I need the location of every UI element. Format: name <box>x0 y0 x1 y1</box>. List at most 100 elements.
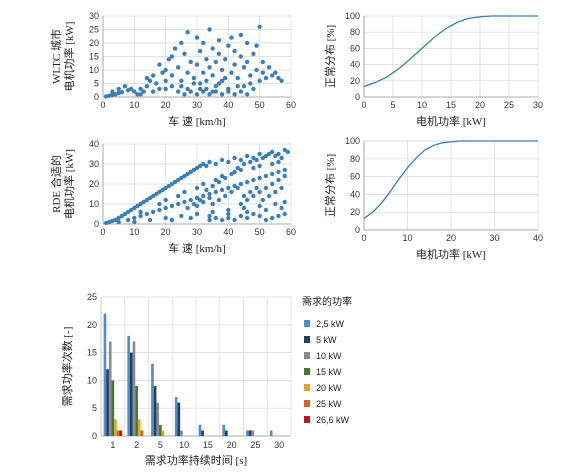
scatter-point <box>150 209 156 215</box>
scatter-point <box>263 207 269 213</box>
scatter-point <box>226 185 231 191</box>
scatter-point <box>147 78 153 84</box>
series-line <box>363 15 538 88</box>
scatter-point <box>244 179 250 185</box>
scatter-point <box>163 67 168 73</box>
scatter-point <box>197 48 203 54</box>
scatter-point <box>129 207 134 213</box>
x-tick-label: 10 <box>129 227 139 237</box>
scatter-point <box>213 161 218 167</box>
scatter-point <box>213 189 218 195</box>
bar <box>103 313 107 436</box>
bar <box>119 430 123 436</box>
scatter-point <box>188 215 193 221</box>
scatter-point <box>260 59 265 65</box>
scatter-point <box>257 203 262 209</box>
scatter-point <box>169 181 175 187</box>
scatter-point <box>132 89 137 94</box>
scatter-point <box>251 51 256 56</box>
x-tick-label: 10 <box>402 233 412 243</box>
legend-swatch <box>304 336 310 343</box>
scatter-point <box>204 187 209 193</box>
scatter-point <box>219 92 225 97</box>
x-tick-label: 50 <box>255 227 265 237</box>
scatter-point <box>207 191 212 197</box>
scatter-point <box>282 173 287 179</box>
scatter-point <box>282 211 287 217</box>
scatter-point <box>257 151 262 157</box>
scatter-point <box>201 199 206 205</box>
scatter-point <box>179 175 184 181</box>
scatter-point <box>266 193 272 199</box>
scatter-point <box>169 203 175 209</box>
scatter-point <box>188 197 193 203</box>
scatter-point <box>244 197 250 203</box>
scatter-point <box>232 217 237 223</box>
scatter-point <box>254 43 259 48</box>
scatter-point <box>169 84 175 89</box>
scatter-point <box>216 197 222 203</box>
y-tick-label: 10 <box>89 65 99 75</box>
scatter-point <box>263 217 269 223</box>
x-axis-label: 电机功率 [kW] <box>416 114 486 128</box>
scatter-point <box>138 86 143 92</box>
scatter-point <box>232 92 237 97</box>
scatter-point <box>194 35 200 40</box>
scatter-point <box>163 78 168 84</box>
scatter-point <box>141 199 146 205</box>
legend-title: 需求的功率 <box>302 295 352 308</box>
scatter-point <box>191 201 197 207</box>
scatter-point <box>232 183 237 189</box>
scatter-point <box>119 213 125 219</box>
scatter-point <box>204 86 209 92</box>
scatter-point <box>219 187 225 193</box>
scatter-point <box>213 84 218 89</box>
y-tick-label: 60 <box>350 43 360 53</box>
scatter-point <box>179 78 184 84</box>
scatter-point <box>270 149 275 155</box>
scatter-point <box>251 86 256 92</box>
scatter-point <box>210 73 215 78</box>
scatter-point <box>201 161 206 167</box>
y-tick-label: 30 <box>89 159 99 169</box>
x-tick-label: 30 <box>192 100 202 110</box>
legend-swatch <box>304 400 310 407</box>
scatter-point <box>254 157 259 163</box>
scatter-point <box>194 165 200 171</box>
scatter-point <box>144 197 150 203</box>
bar <box>132 341 136 436</box>
scatter-point <box>219 78 225 84</box>
scatter-point <box>282 199 287 205</box>
bar <box>156 402 160 436</box>
y-tick-label: 20 <box>350 76 360 86</box>
scatter-point <box>248 159 253 165</box>
scatter-point <box>238 167 244 173</box>
legend-entry: 20 kW <box>316 383 342 393</box>
scatter-point <box>110 89 115 94</box>
scatter-point <box>273 70 278 75</box>
scatter-point <box>157 86 162 92</box>
y-axis-label: 正常分布 [%] <box>324 154 337 217</box>
scatter-point <box>238 213 244 219</box>
bar <box>151 363 154 436</box>
scatter-point <box>138 213 143 219</box>
bar <box>174 397 178 436</box>
y-axis-label: RDE 合适的 <box>49 155 63 213</box>
x-tick-label: 5 <box>158 440 163 450</box>
scatter-point <box>244 153 250 159</box>
scatter-point <box>276 159 281 165</box>
y-tick-label: 0 <box>355 92 360 102</box>
x-tick-label: 40 <box>533 233 543 243</box>
scatter-point <box>157 189 162 195</box>
scatter-point <box>270 181 275 187</box>
scatter-point <box>232 155 237 161</box>
scatter-point <box>241 193 247 199</box>
y-tick-label: 5 <box>92 403 97 413</box>
x-tick-label: 20 <box>161 100 171 110</box>
x-tick-label: 30 <box>489 233 499 243</box>
y-tick-label: 5 <box>94 79 99 89</box>
scatter-point <box>213 215 218 221</box>
scatter-point <box>204 78 209 84</box>
scatter-point <box>201 193 206 199</box>
